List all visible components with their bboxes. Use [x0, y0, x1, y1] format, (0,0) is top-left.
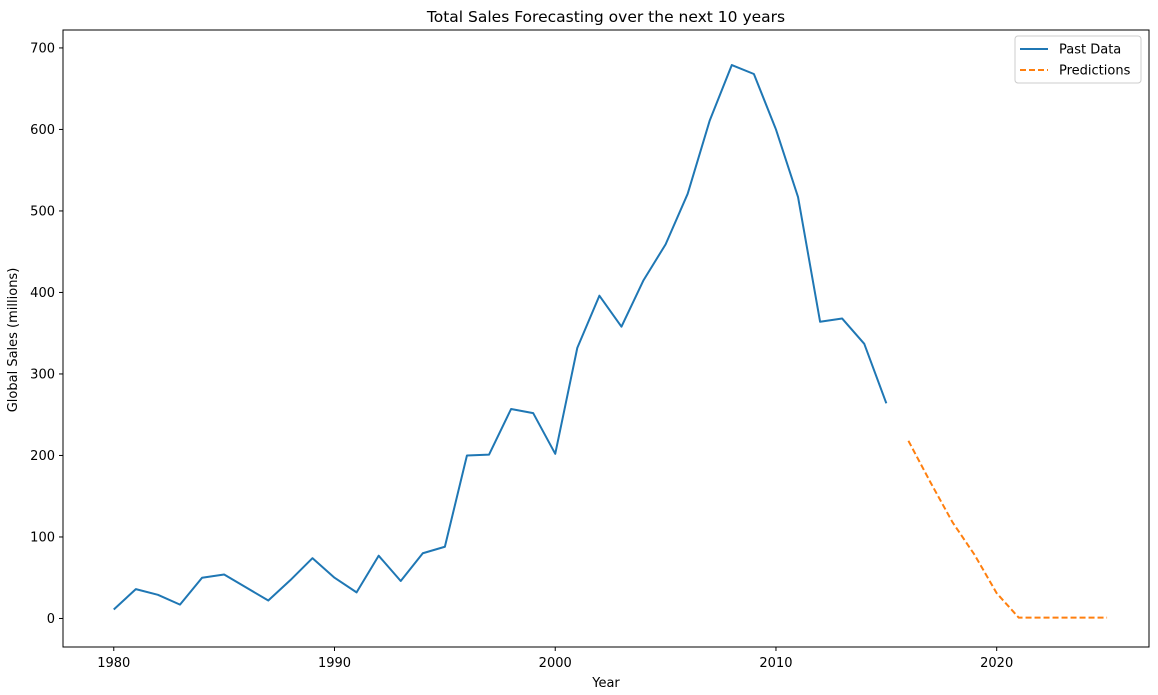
x-tick-label: 1990 [318, 656, 351, 671]
series-line-past-data [113, 64, 888, 611]
x-tick-label: 2020 [980, 656, 1013, 671]
axes-frame [62, 29, 1150, 648]
series-line-predictions [907, 440, 1108, 619]
legend-label-past-data: Past Data [1059, 43, 1121, 58]
y-axis-label: Global Sales (millions) [6, 268, 21, 413]
y-tick-label: 300 [30, 367, 55, 382]
x-axis-label: Year [591, 676, 620, 691]
y-tick-label: 100 [30, 530, 55, 545]
y-tick-label: 500 [30, 204, 55, 219]
y-tick-label: 200 [30, 449, 55, 464]
y-tick-label: 400 [30, 286, 55, 301]
y-axis-ticks: 0 100 200 300 400 500 600 700 [30, 41, 63, 627]
x-axis-ticks: 1980 1990 2000 2010 2020 [97, 647, 1013, 671]
x-tick-label: 2010 [759, 656, 792, 671]
y-tick-label: 600 [30, 123, 55, 138]
legend: Past Data Predictions [1014, 35, 1142, 84]
y-tick-label: 700 [30, 41, 55, 56]
series-layer [113, 64, 1108, 619]
chart-title: Total Sales Forecasting over the next 10… [426, 8, 785, 26]
legend-box [1014, 35, 1142, 84]
y-tick-label: 0 [47, 612, 55, 627]
x-tick-label: 1980 [97, 656, 130, 671]
legend-label-predictions: Predictions [1059, 64, 1131, 79]
x-tick-label: 2000 [539, 656, 572, 671]
